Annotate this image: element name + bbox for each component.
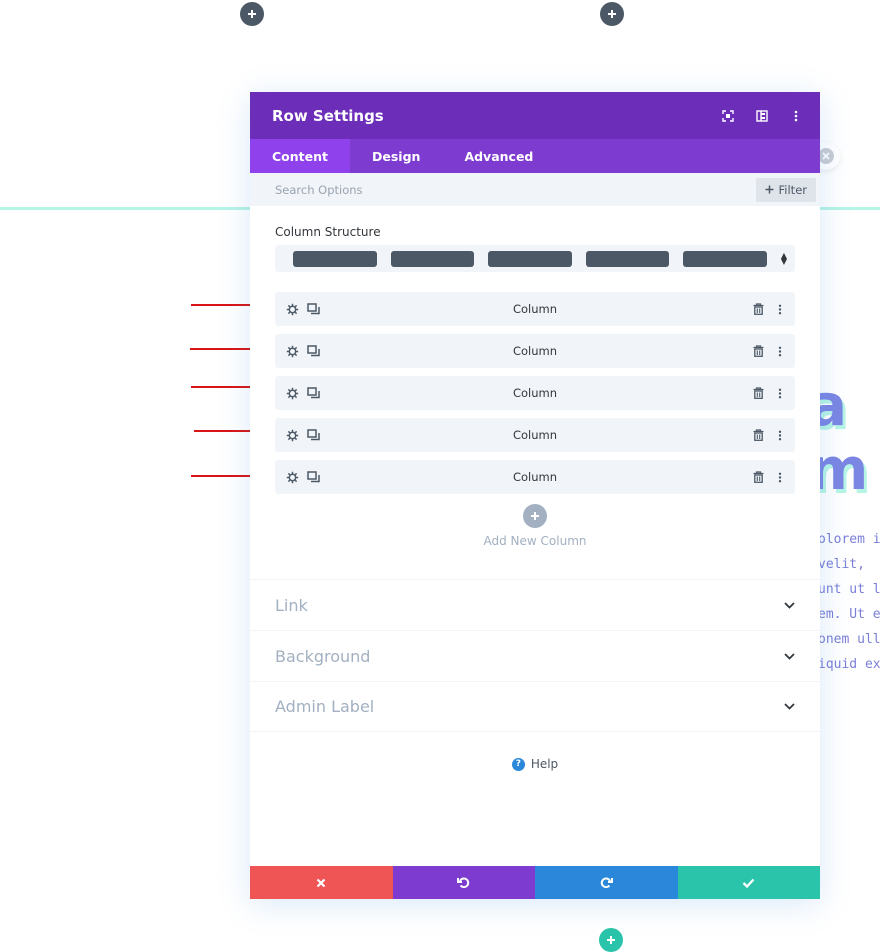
plus-icon — [531, 512, 539, 520]
filter-button[interactable]: Filter — [755, 177, 816, 202]
more-options-icon[interactable] — [772, 302, 787, 317]
undo-button[interactable] — [392, 866, 535, 899]
duplicate-icon[interactable] — [306, 302, 321, 317]
more-options-icon[interactable] — [772, 428, 787, 443]
trash-icon[interactable] — [751, 386, 766, 401]
background-paragraph-line: unt ut l — [818, 582, 880, 597]
add-column-button[interactable] — [523, 504, 547, 528]
gear-icon[interactable] — [285, 302, 300, 317]
gear-icon[interactable] — [285, 428, 300, 443]
plus-icon — [608, 10, 616, 18]
column-item[interactable]: Column — [275, 418, 795, 452]
tab-bar: Content Design Advanced — [250, 139, 820, 173]
structure-column-block — [390, 250, 475, 267]
help-label: Help — [530, 757, 559, 771]
select-arrows-icon: ▲ ▼ — [780, 250, 787, 266]
toggle-title: Link — [275, 595, 308, 615]
column-item[interactable]: Column — [275, 292, 795, 326]
column-structure-label: Column Structure — [275, 225, 381, 239]
trash-icon[interactable] — [751, 428, 766, 443]
row-settings-modal: Row Settings Content Design Advanced Sea… — [250, 92, 820, 899]
column-label: Column — [512, 344, 558, 358]
add-column-label[interactable]: Add New Column — [483, 534, 587, 548]
filter-label: Filter — [778, 182, 807, 197]
add-row-button[interactable] — [599, 928, 623, 952]
background-paragraph-line: onem ull — [818, 632, 880, 647]
column-item[interactable]: Column — [275, 376, 795, 410]
tab-design[interactable]: Design — [372, 148, 421, 164]
fullscreen-icon[interactable] — [718, 106, 738, 126]
trash-icon[interactable] — [751, 470, 766, 485]
help-icon: ? — [511, 757, 525, 771]
search-input[interactable]: Search Options — [275, 182, 363, 197]
toggle-admin-label[interactable]: Admin Label — [250, 681, 820, 732]
toggle-background[interactable]: Background — [250, 630, 820, 681]
background-paragraph: olorem i velit, unt ut l em. Ut e onem u… — [818, 530, 880, 680]
chevron-down-icon — [784, 652, 795, 660]
save-button[interactable] — [677, 866, 820, 899]
duplicate-icon[interactable] — [306, 428, 321, 443]
column-label: Column — [512, 470, 558, 484]
redo-icon — [600, 877, 613, 889]
gear-icon[interactable] — [285, 470, 300, 485]
plus-icon — [765, 185, 774, 194]
add-section-button-left[interactable] — [240, 2, 264, 26]
duplicate-icon[interactable] — [306, 470, 321, 485]
plus-icon — [248, 10, 256, 18]
column-label: Column — [512, 428, 558, 442]
help-link[interactable]: ? Help — [250, 757, 820, 771]
add-new-column: Add New Column — [275, 504, 795, 548]
modal-footer — [250, 866, 820, 899]
more-options-icon[interactable] — [786, 106, 806, 126]
column-item[interactable]: Column — [275, 334, 795, 368]
tab-content[interactable]: Content — [250, 139, 350, 173]
checkmark-icon — [742, 878, 755, 888]
close-icon — [818, 148, 834, 164]
tab-advanced[interactable]: Advanced — [464, 148, 534, 164]
column-label: Column — [512, 386, 558, 400]
chevron-down-icon — [784, 601, 795, 609]
search-bar: Search Options Filter — [250, 173, 820, 206]
settings-toggles: Link Background Admin Label — [250, 579, 820, 732]
structure-column-block — [488, 250, 572, 267]
trash-icon[interactable] — [751, 302, 766, 317]
redo-button[interactable] — [535, 866, 678, 899]
modal-title: Row Settings — [272, 106, 384, 125]
more-options-icon[interactable] — [772, 470, 787, 485]
structure-column-block — [585, 250, 670, 267]
background-paragraph-line: em. Ut e — [818, 607, 880, 622]
duplicate-icon[interactable] — [306, 344, 321, 359]
gear-icon[interactable] — [285, 386, 300, 401]
column-item[interactable]: Column — [275, 460, 795, 494]
split-view-icon[interactable] — [752, 106, 772, 126]
close-icon — [316, 878, 326, 887]
structure-column-block — [683, 250, 767, 267]
chevron-down-icon — [784, 703, 795, 710]
column-list: Column Column — [275, 292, 795, 494]
cancel-button[interactable] — [250, 866, 393, 899]
background-paragraph-line: velit, — [818, 557, 865, 572]
column-structure-select[interactable]: ▲ ▼ — [275, 245, 795, 272]
toggle-title: Background — [275, 646, 371, 666]
plus-icon — [607, 936, 615, 944]
toggle-link[interactable]: Link — [250, 579, 820, 630]
background-paragraph-line: iquid ex — [818, 657, 880, 672]
column-label: Column — [512, 302, 558, 316]
undo-icon — [457, 877, 470, 889]
add-section-button-right[interactable] — [600, 2, 624, 26]
structure-column-block — [293, 250, 377, 267]
more-options-icon[interactable] — [772, 344, 787, 359]
modal-header: Row Settings — [250, 92, 820, 139]
trash-icon[interactable] — [751, 344, 766, 359]
toggle-title: Admin Label — [275, 697, 375, 716]
more-options-icon[interactable] — [772, 386, 787, 401]
duplicate-icon[interactable] — [306, 386, 321, 401]
background-paragraph-line: olorem i — [818, 532, 880, 547]
gear-icon[interactable] — [285, 344, 300, 359]
